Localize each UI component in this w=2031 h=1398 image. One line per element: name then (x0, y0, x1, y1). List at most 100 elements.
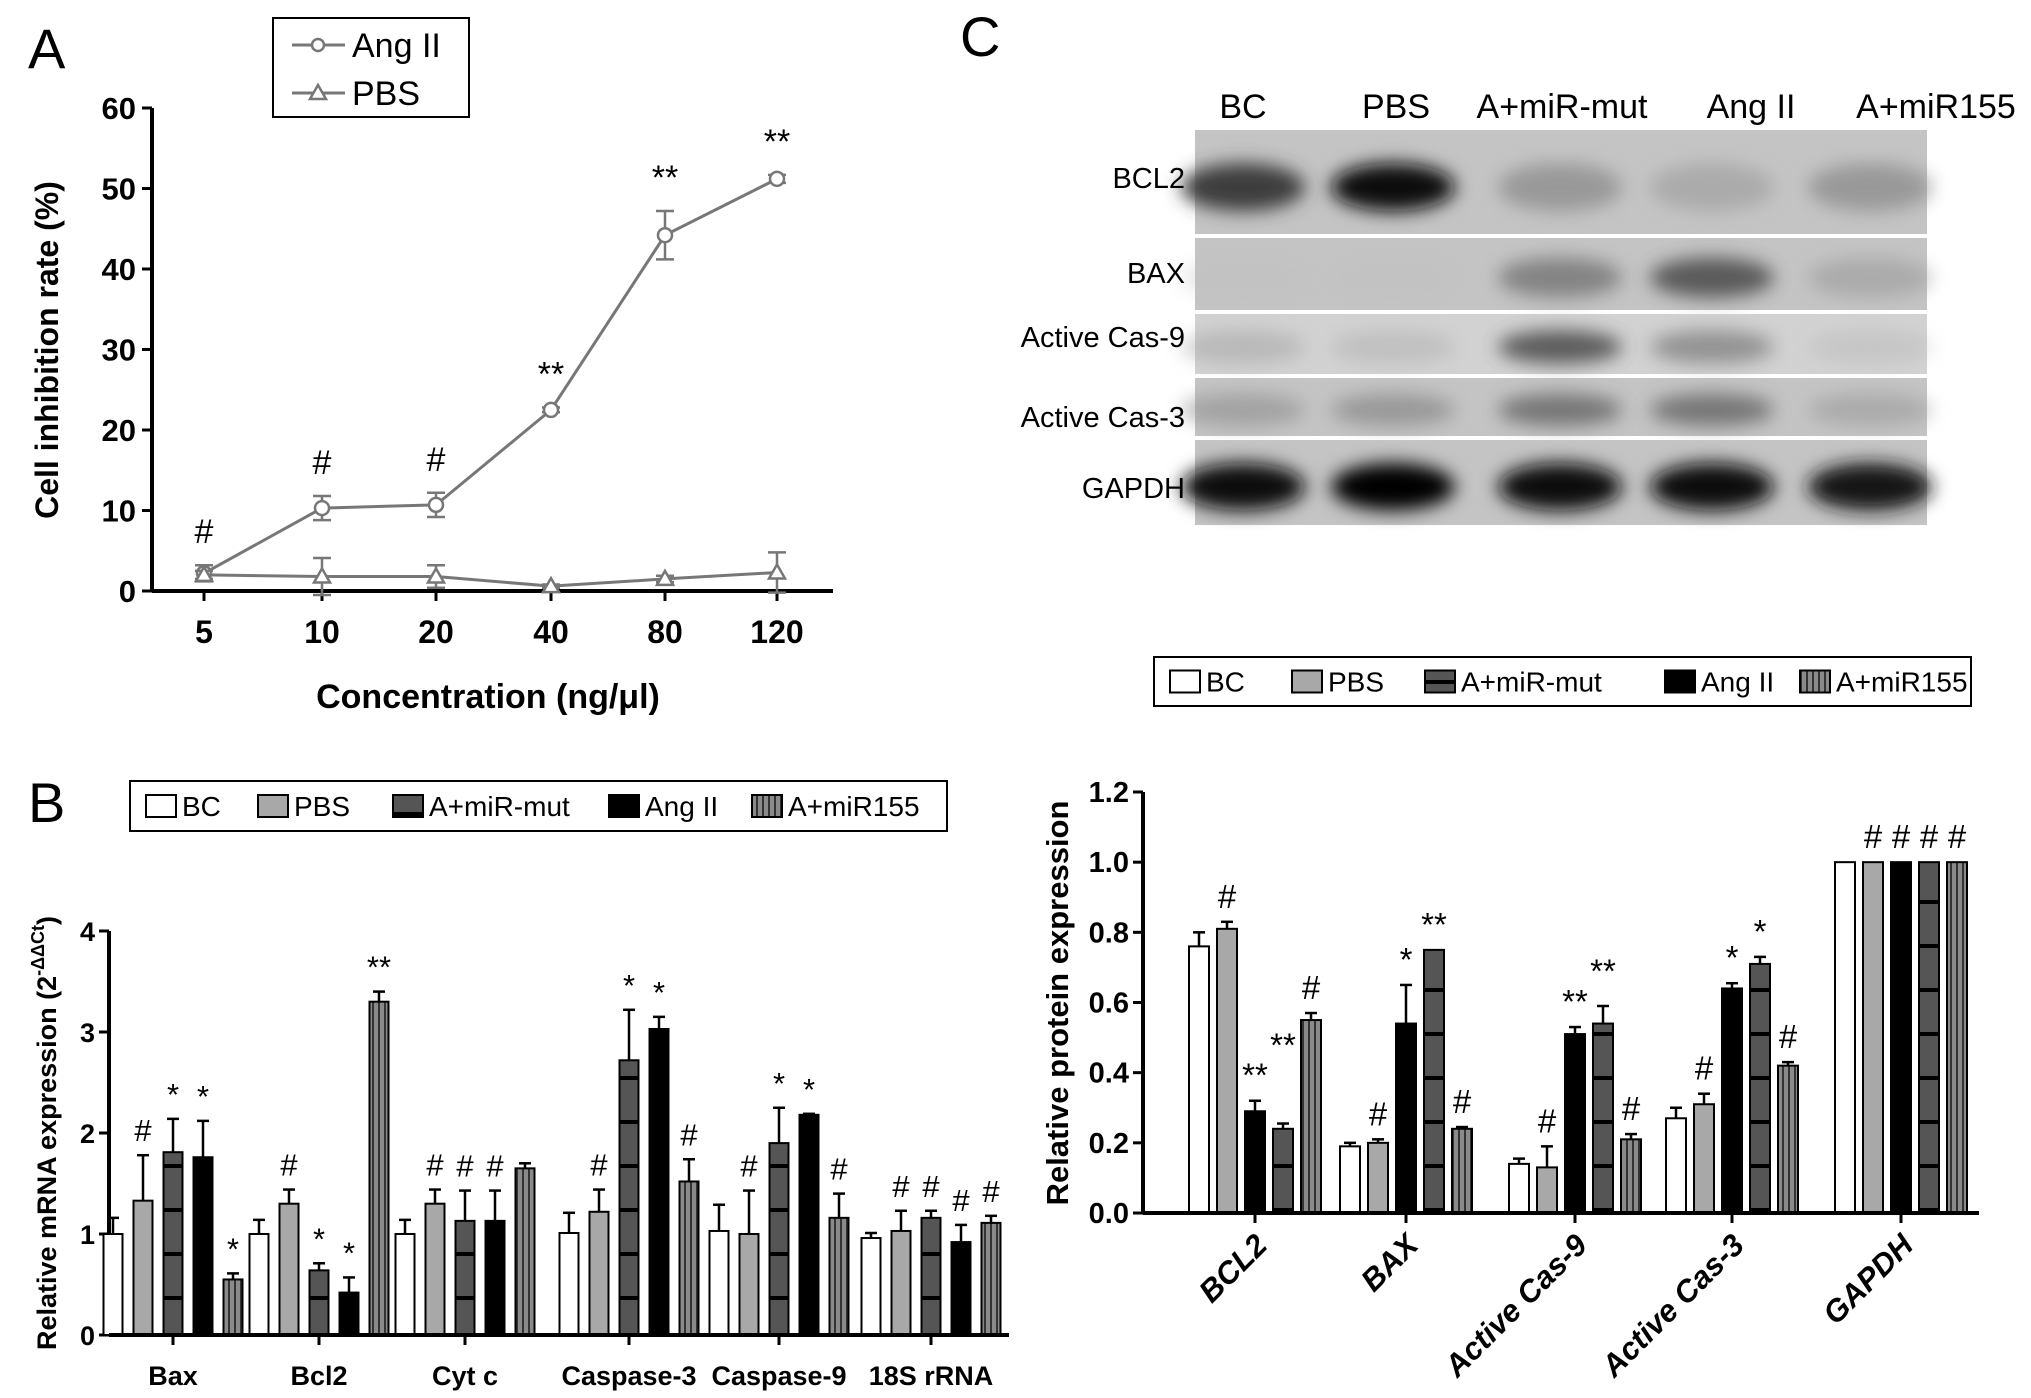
protein-band (1650, 393, 1774, 427)
row-label: GAPDH (1082, 473, 1185, 505)
significance-mark: * (167, 1077, 179, 1112)
bar (222, 1278, 244, 1336)
lane-label: Ang II (1707, 88, 1796, 126)
bar (1777, 1064, 1799, 1215)
chart-c: 0.00.20.40.60.81.01.2#****#BCL2#***#BAX#… (1040, 656, 1979, 1384)
bar (1508, 1162, 1530, 1214)
protein-band (1331, 257, 1455, 298)
protein-band (1181, 163, 1305, 212)
x-tick-label: BAX (1354, 1226, 1427, 1299)
bar (1693, 1103, 1715, 1215)
protein-band (1498, 163, 1622, 212)
significance-mark: # (486, 1149, 504, 1184)
x-tick-label: Cyt c (432, 1361, 498, 1391)
y-axis-label-superscript: -ΔΔCt (28, 925, 48, 976)
panel-label-c: C (960, 5, 1000, 68)
data-point (313, 499, 331, 517)
bar (368, 1000, 390, 1336)
y-tick-label: 0.8 (1089, 917, 1129, 949)
y-tick-label: 1 (80, 1220, 95, 1250)
protein-band (1498, 330, 1622, 364)
legend-label: Ang II (352, 27, 441, 65)
y-tick-label: 10 (102, 494, 136, 529)
x-tick-label: 5 (195, 614, 213, 650)
bar (1451, 1127, 1473, 1215)
bar (950, 1241, 972, 1336)
y-tick-label: 3 (80, 1018, 95, 1048)
bar (1592, 1022, 1614, 1214)
bar (708, 1229, 730, 1336)
protein-band (1181, 257, 1305, 298)
bar (192, 1156, 214, 1336)
x-tick-label: 10 (304, 614, 340, 650)
y-tick-label: 30 (102, 333, 136, 368)
significance-mark: ** (764, 123, 790, 161)
protein-band (1181, 393, 1305, 427)
series-line (203, 177, 778, 575)
bar (132, 1199, 154, 1337)
legend-swatch (145, 794, 177, 818)
protein-band (1498, 393, 1622, 427)
bar (1272, 1127, 1294, 1215)
legend-label: BC (182, 791, 221, 822)
x-tick-label: 40 (533, 614, 569, 650)
y-tick-label: 4 (80, 917, 95, 947)
bar (798, 1113, 820, 1336)
significance-mark: # (456, 1149, 474, 1184)
bar (514, 1167, 536, 1336)
bar (738, 1233, 760, 1336)
lane-label: PBS (1362, 88, 1430, 126)
significance-mark: # (280, 1148, 298, 1183)
bar (1564, 1033, 1586, 1214)
bar (920, 1216, 942, 1336)
significance-mark: # (922, 1169, 940, 1204)
significance-mark: # (1302, 969, 1321, 1006)
bar (102, 1233, 124, 1336)
data-point (542, 401, 560, 419)
y-tick-label: 0 (80, 1321, 95, 1351)
data-point (311, 565, 333, 584)
significance-mark: # (1369, 1095, 1388, 1132)
y-axis-label-end: ) (32, 916, 62, 925)
bar (1946, 861, 1968, 1215)
x-tick-label: Bax (148, 1361, 198, 1391)
bar (648, 1027, 670, 1336)
significance-mark: ** (1242, 1057, 1268, 1094)
protein-band (1498, 257, 1622, 298)
significance-mark: ** (1270, 1026, 1296, 1063)
row-label: Active Cas-3 (1021, 402, 1185, 434)
protein-band (1181, 462, 1305, 511)
bar (248, 1233, 270, 1336)
panel-label-a: A (28, 17, 66, 80)
protein-band (1331, 393, 1455, 427)
significance-mark: * (1726, 939, 1739, 976)
data-point (654, 568, 676, 587)
bar (1423, 948, 1445, 1214)
x-tick-label: Caspase-9 (711, 1361, 846, 1391)
series-line (203, 570, 778, 588)
protein-band (1808, 462, 1932, 511)
protein-band (1331, 330, 1455, 364)
bar (308, 1269, 330, 1336)
y-axis-label: Relative protein expression (1040, 801, 1075, 1206)
significance-mark: * (313, 1221, 325, 1256)
chart-a: 0 10 20 30 40 50 60 5 10 20 40 80 120 Concentration (… (29, 17, 833, 716)
protein-band (1650, 462, 1774, 511)
bar (1918, 861, 1940, 1215)
significance-mark: # (195, 513, 214, 551)
bar (1300, 1019, 1322, 1215)
protein-band (1650, 257, 1774, 298)
bar (1188, 945, 1210, 1214)
y-tick-label: 0.4 (1089, 1058, 1129, 1090)
bar (828, 1216, 850, 1336)
legend-label: Ang II (1701, 667, 1774, 698)
significance-mark: # (892, 1169, 910, 1204)
data-point (425, 565, 447, 584)
legend-marker (307, 82, 329, 101)
legend (272, 17, 470, 118)
legend-swatch (1799, 669, 1831, 694)
significance-mark: * (343, 1235, 355, 1270)
legend-label: PBS (294, 791, 350, 822)
